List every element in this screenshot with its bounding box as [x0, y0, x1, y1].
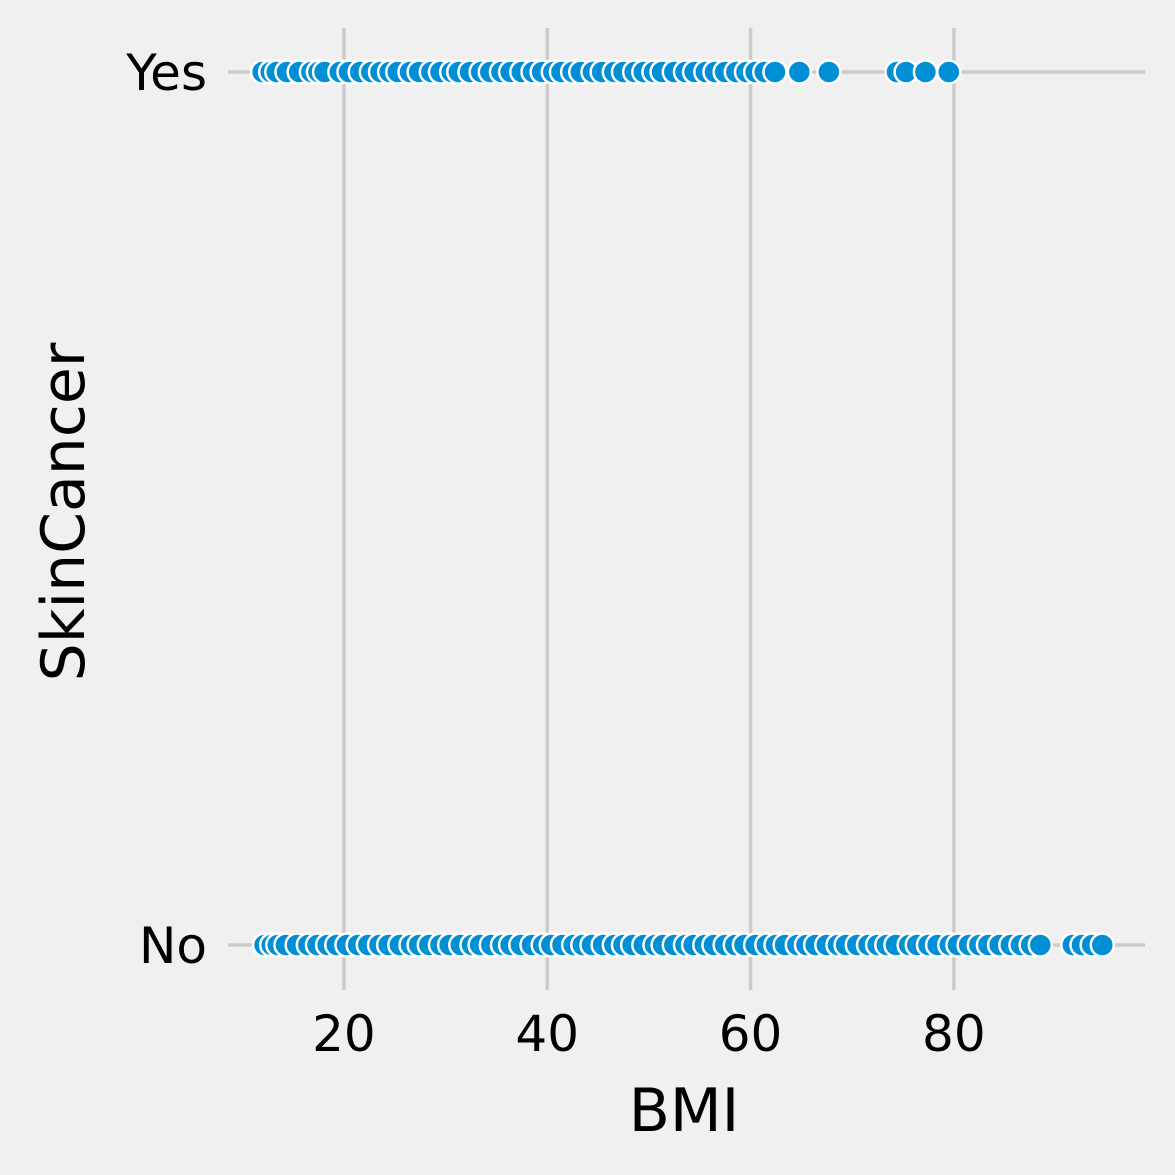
point-yes-51 [762, 59, 788, 85]
y-tick-label-yes: Yes [125, 44, 207, 102]
point-yes-56 [912, 59, 939, 85]
x-tick-label-60: 60 [719, 1005, 783, 1063]
point-yes-53 [816, 59, 842, 85]
y-tick-label-no: No [139, 917, 207, 975]
x-tick-label-20: 20 [312, 1005, 376, 1063]
point-no-77 [1027, 932, 1054, 958]
x-axis-label: BMI [629, 1076, 740, 1146]
point-yes-52 [786, 59, 813, 85]
grid-layer [228, 28, 1145, 990]
x-tick-label-40: 40 [515, 1005, 579, 1063]
point-yes-57 [936, 59, 962, 85]
ticks-layer: 20 40 60 80 Yes No [125, 44, 985, 1063]
points-layer [249, 59, 1116, 958]
x-tick-label-80: 80 [922, 1005, 986, 1063]
y-axis-label: SkinCancer [29, 342, 99, 681]
point-no-81 [1089, 932, 1116, 958]
